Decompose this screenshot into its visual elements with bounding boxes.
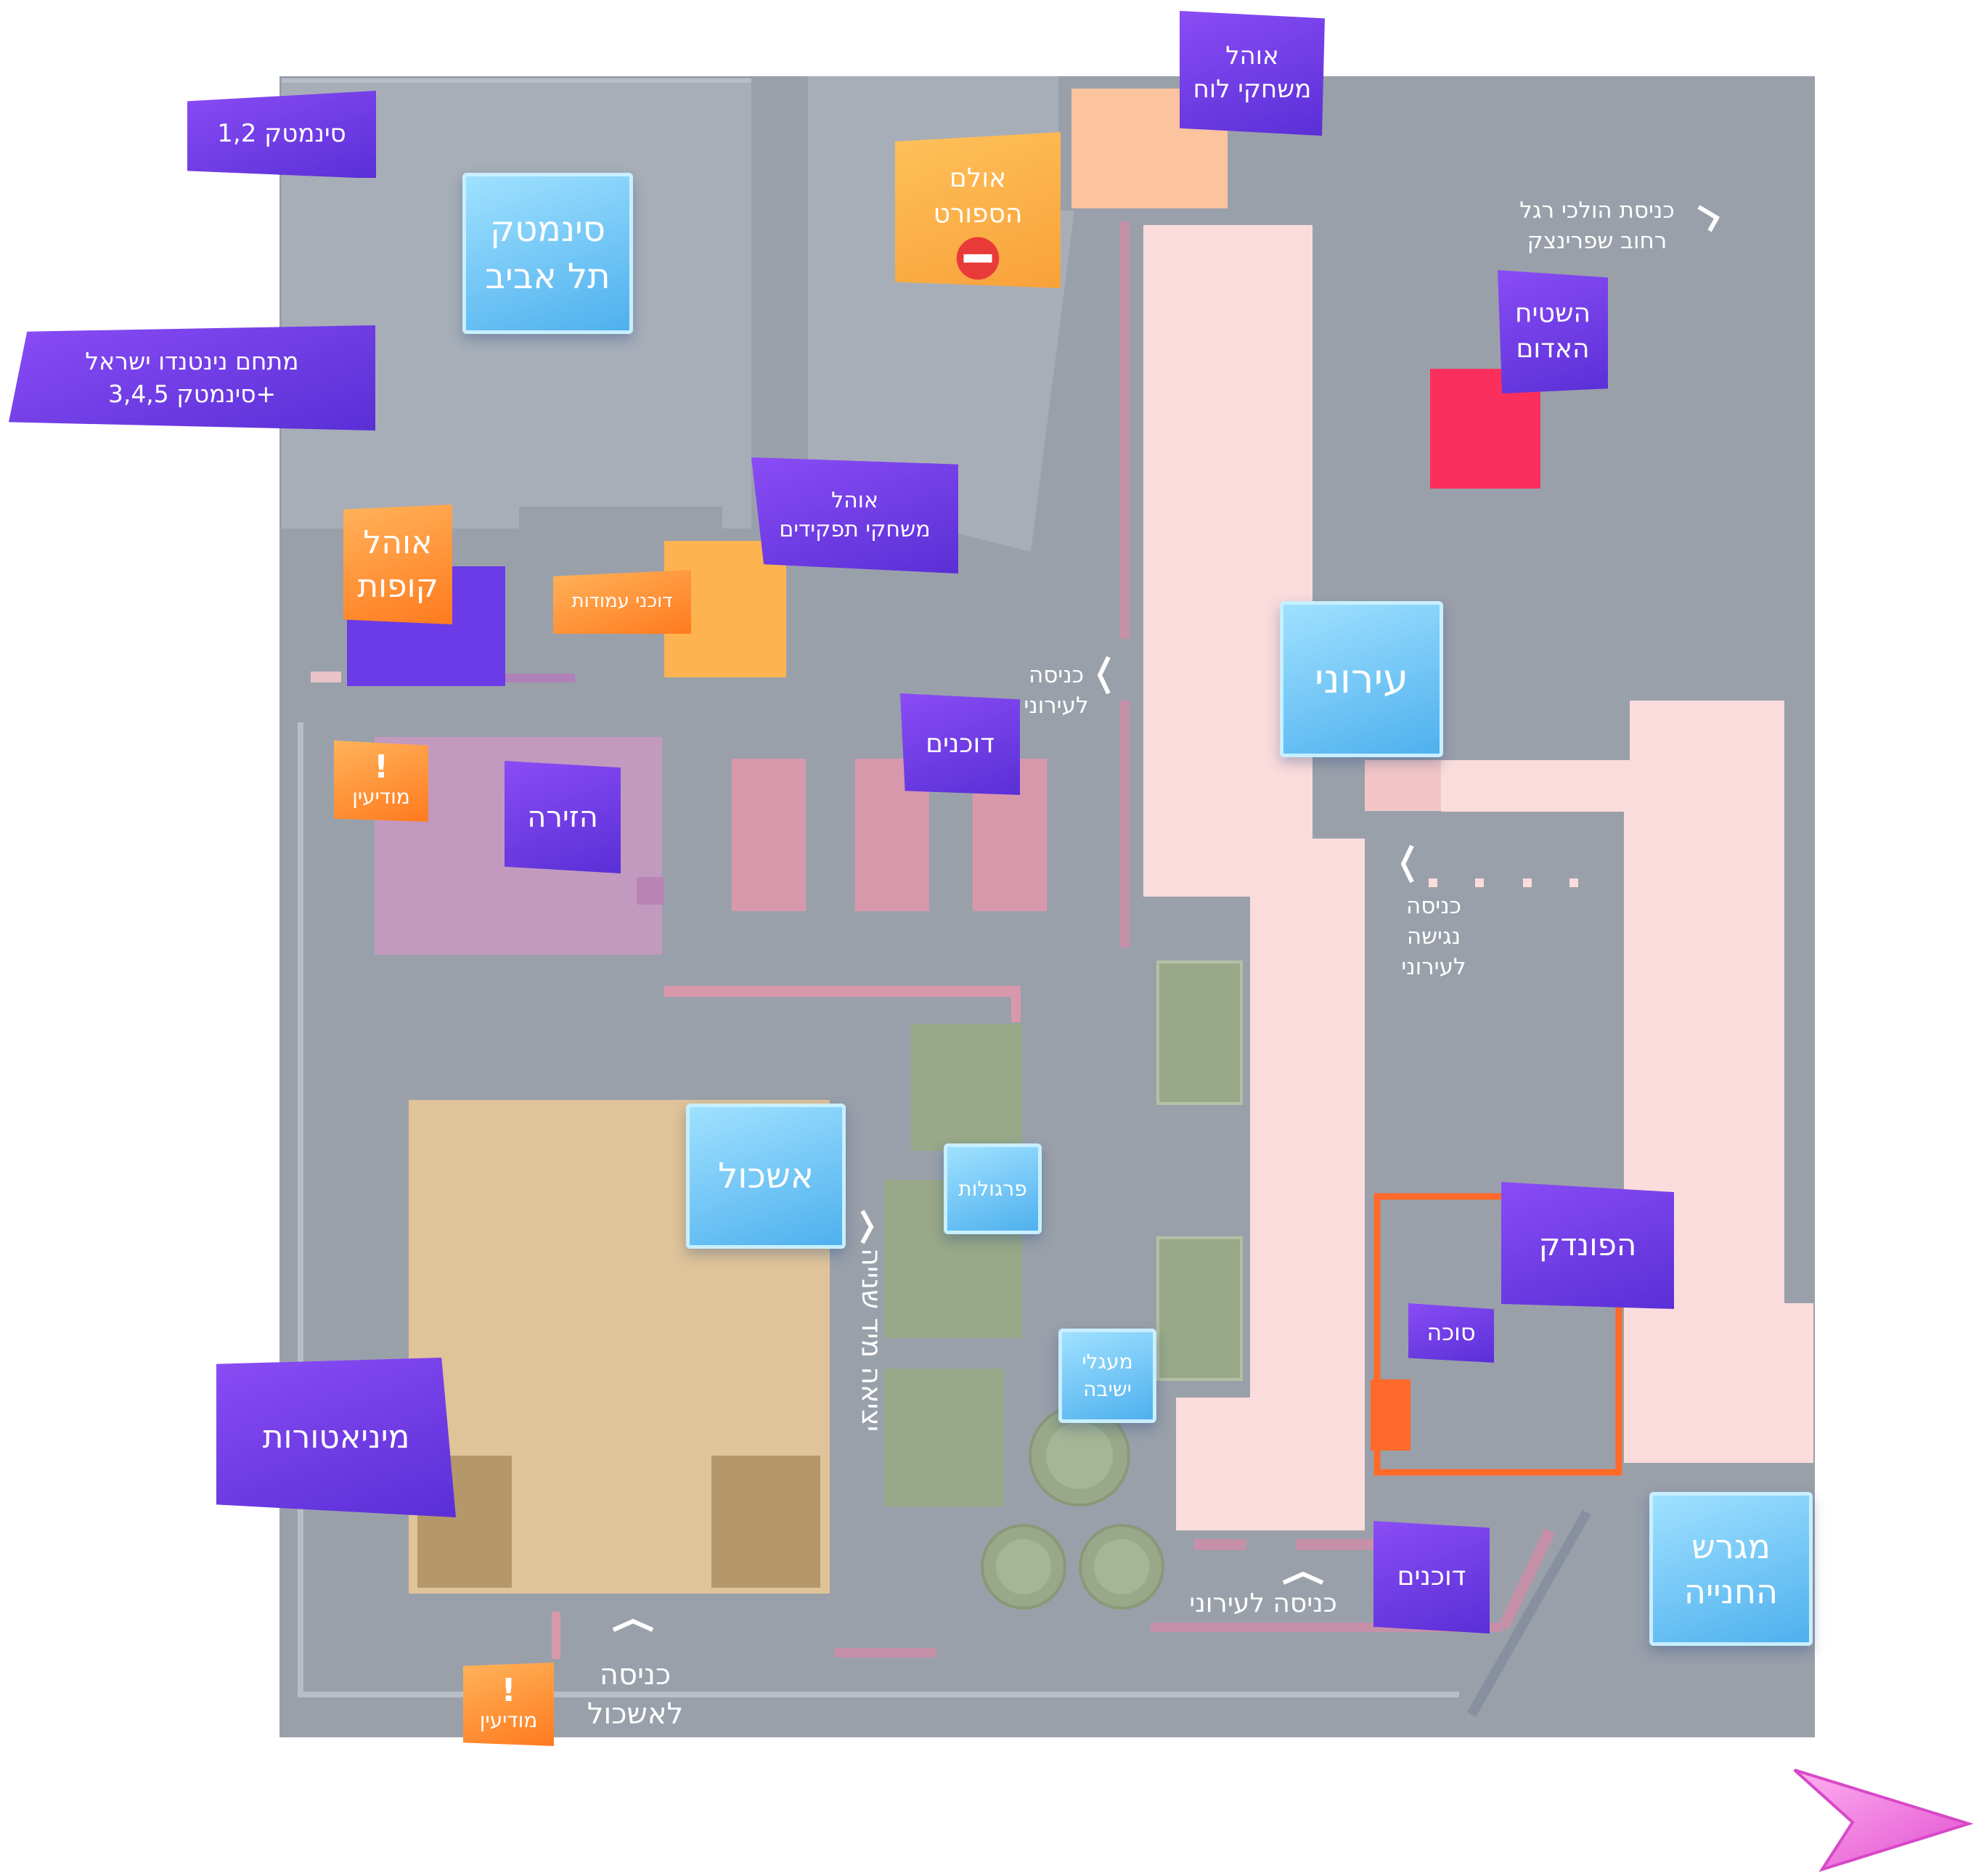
label-parking-lot[interactable]: מגרש החנייה	[1649, 1492, 1813, 1646]
entrance-chevron	[1400, 844, 1414, 884]
label-ironi-entrance-bottom: כניסה לעירוני	[1189, 1589, 1337, 1618]
green-plot	[1156, 1236, 1243, 1381]
label-inn[interactable]: הפונדק	[1501, 1182, 1674, 1309]
entrance-chevron	[860, 1210, 874, 1244]
entrance-chevron	[1282, 1571, 1324, 1585]
entrance-chevron	[1097, 656, 1111, 695]
ironi-connector	[1365, 760, 1441, 811]
label-role-play-tent[interactable]: אוהל משחקי תפקידים	[751, 457, 958, 574]
pergola-area	[911, 1024, 1022, 1151]
label-column-stalls[interactable]: דוכני עמודות	[553, 570, 691, 634]
label-board-games-tent[interactable]: אוהל משחקי לוח	[1180, 11, 1325, 136]
label-accessible-entrance: כניסה נגישה לעירוני	[1401, 893, 1466, 980]
north-arrow-icon	[1793, 1769, 1974, 1872]
label-miniatures[interactable]: מיניאטורות	[216, 1358, 456, 1517]
pergola-area	[884, 1369, 1004, 1506]
label-box-office-tent[interactable]: אוהל קופות	[343, 505, 452, 624]
label-stalls-bottom[interactable]: דוכנים	[1373, 1521, 1490, 1634]
ironi-wing	[1441, 701, 1813, 1463]
ironi-building	[1143, 225, 1365, 1530]
sukkah-area	[1371, 1379, 1410, 1451]
label-ironi[interactable]: עירוני	[1280, 601, 1443, 757]
stall	[732, 759, 806, 911]
label-ironi-entrance: כניסה לעירוני	[1024, 662, 1089, 719]
label-red-carpet[interactable]: השטיח האדום	[1498, 270, 1608, 393]
no-entry-icon	[956, 237, 1000, 280]
label-pedestrian-entrance: כניסת הולכי רגל רחוב שפרינצק	[1519, 197, 1675, 254]
label-info-top[interactable]: ! מודיעין	[334, 741, 428, 822]
label-sport-hall[interactable]: אולם הספורט	[895, 132, 1061, 288]
inn-outline	[1373, 1193, 1622, 1476]
label-cinematheque-12[interactable]: סינמטק 1,2	[187, 91, 376, 178]
label-pergolas[interactable]: פרגולות	[944, 1143, 1042, 1234]
label-arena[interactable]: הזירה	[505, 761, 621, 873]
green-plot	[1156, 961, 1243, 1105]
label-stalls-top[interactable]: דוכנים	[900, 693, 1020, 795]
label-info-bottom[interactable]: ! מודיעין	[463, 1663, 554, 1746]
label-eshkol[interactable]: אשכול	[686, 1104, 846, 1249]
label-nintendo[interactable]: מתחם נינטנדו ישראל +סינמטק 3,4,5	[9, 325, 375, 431]
label-seating-circles[interactable]: מעגלי ישיבה	[1058, 1329, 1156, 1423]
label-sukkah[interactable]: סוכה	[1408, 1303, 1494, 1363]
label-side-exit: יציאה מיד שנייה	[855, 1248, 888, 1432]
label-cinematheque-ta[interactable]: סינמטק תל אביב	[462, 173, 633, 334]
entrance-chevron	[612, 1618, 654, 1632]
label-eshkol-entrance: כניסה לאשכול	[587, 1658, 684, 1731]
entrance-chevron	[1697, 205, 1720, 232]
